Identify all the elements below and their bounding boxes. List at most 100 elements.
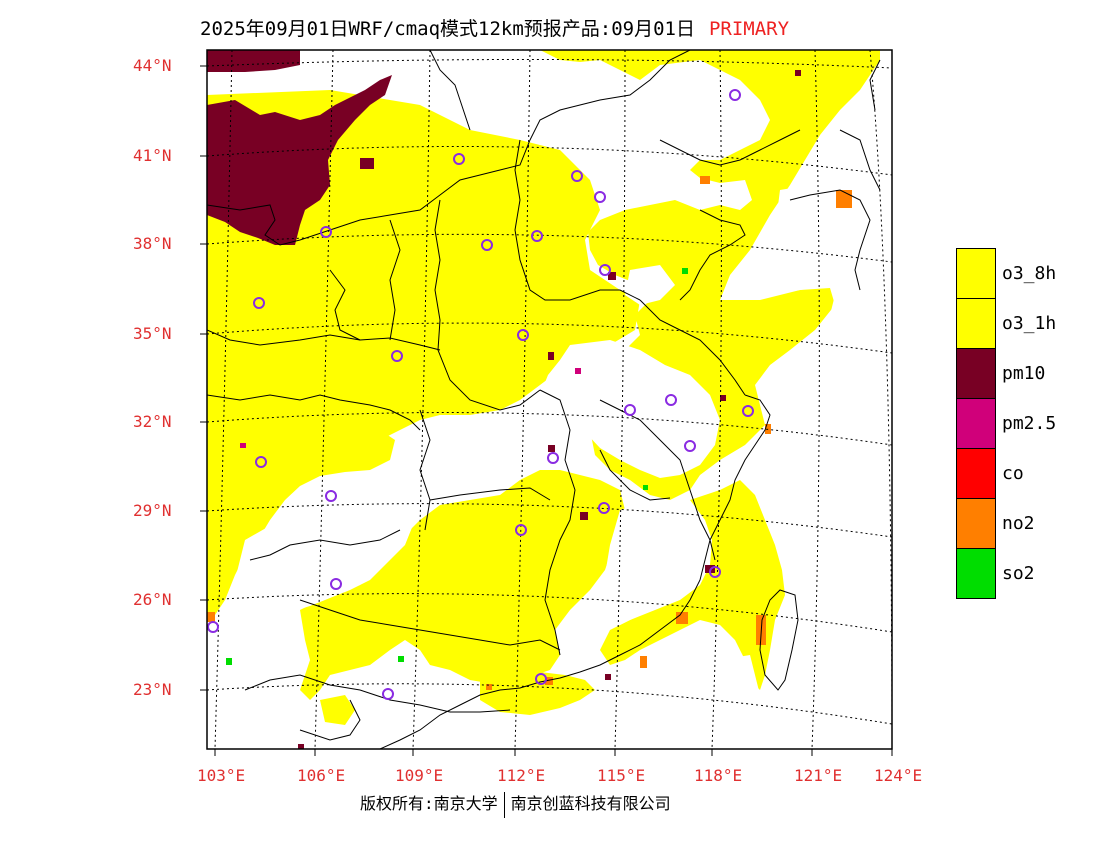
- legend-label: no2: [1002, 513, 1035, 534]
- lat-label-23n: 23°N: [133, 680, 172, 699]
- station-marker: [481, 239, 493, 251]
- o3-region-west-central: [207, 90, 640, 620]
- station-marker: [742, 405, 754, 417]
- clean-area-central: [540, 340, 720, 478]
- copyright-left: 版权所有:南京大学: [360, 794, 498, 813]
- clean-area-north-hill: [625, 265, 675, 305]
- station-marker: [253, 297, 265, 309]
- station-marker: [665, 394, 677, 406]
- pm10-region-top: [207, 50, 300, 72]
- station-marker: [709, 566, 721, 578]
- station-marker: [325, 490, 337, 502]
- province-boundaries: [207, 50, 881, 749]
- station-marker: [684, 440, 696, 452]
- lat-label-41n: 41°N: [133, 146, 172, 165]
- o3-region-south-central: [300, 470, 625, 700]
- lat-label-26n: 26°N: [133, 590, 172, 609]
- pm10-cell: [605, 674, 611, 680]
- pm10-cell: [548, 352, 554, 360]
- pm10-cell: [720, 395, 726, 401]
- lat-label-44n: 44°N: [133, 56, 172, 75]
- legend-label: so2: [1002, 563, 1035, 584]
- clean-area-northeast: [760, 175, 892, 749]
- no2-cell: [836, 190, 852, 208]
- legend-label: pm10: [1002, 363, 1046, 384]
- legend-label: co: [1002, 463, 1024, 484]
- legend-label: pm2.5: [1002, 413, 1057, 434]
- pm10-region-northwest: [207, 75, 392, 245]
- lon-label-118e: 118°E: [694, 766, 743, 785]
- map-title: 2025年09月01日WRF/cmaq模式12km预报产品:09月01日 PRIM…: [200, 14, 789, 41]
- longitude-ticks: [214, 749, 893, 756]
- no2-cell: [486, 684, 492, 690]
- legend-swatch: [956, 348, 996, 399]
- lon-label-124e: 124°E: [874, 766, 923, 785]
- station-marker: [207, 621, 219, 633]
- map-frame: [206, 49, 893, 750]
- station-marker: [255, 456, 267, 468]
- station-marker: [594, 191, 606, 203]
- lon-label-109e: 109°E: [395, 766, 444, 785]
- so2-cell: [398, 656, 404, 662]
- station-marker: [382, 688, 394, 700]
- pm25-cell: [575, 368, 581, 374]
- o3-region-south-coast: [480, 670, 595, 715]
- pm10-cell-small: [360, 158, 374, 169]
- station-marker: [330, 578, 342, 590]
- station-marker: [624, 404, 636, 416]
- clean-area-hainan-sea: [360, 680, 480, 740]
- so2-cell: [682, 268, 688, 274]
- station-marker: [598, 502, 610, 514]
- station-marker: [453, 153, 465, 165]
- lat-label-29n: 29°N: [133, 501, 172, 520]
- pm10-cell: [795, 70, 801, 76]
- lat-label-38n: 38°N: [133, 234, 172, 253]
- pm10-cell: [580, 512, 588, 520]
- lon-label-106e: 106°E: [297, 766, 346, 785]
- copyright-right: 南京创蓝科技有限公司: [510, 794, 671, 813]
- pm10-cell: [298, 744, 304, 749]
- o3-region-far-south: [320, 695, 355, 725]
- lon-label-112e: 112°E: [497, 766, 546, 785]
- map-area: [207, 50, 892, 749]
- lat-label-35n: 35°N: [133, 324, 172, 343]
- clean-area-southwest-bottom: [207, 628, 305, 730]
- legend-swatch: [956, 548, 996, 599]
- latitude-ticks: [200, 65, 207, 691]
- pm10-cell: [548, 445, 555, 452]
- clean-area-southeast: [600, 500, 705, 630]
- no2-cell: [676, 612, 688, 624]
- station-marker: [599, 264, 611, 276]
- legend-swatch: [956, 398, 996, 449]
- station-marker: [517, 329, 529, 341]
- title-primary-tag: PRIMARY: [708, 18, 790, 40]
- station-marker: [515, 524, 527, 536]
- lon-label-121e: 121°E: [794, 766, 843, 785]
- legend-swatch: [956, 298, 996, 349]
- no2-cell: [700, 176, 710, 184]
- station-marker: [535, 673, 547, 685]
- pm25-cell: [240, 443, 246, 448]
- so2-cell: [643, 485, 648, 490]
- pm10-cell: [608, 272, 616, 280]
- legend-label: o3_1h: [1002, 313, 1057, 334]
- station-markers: [207, 89, 754, 700]
- o3-region-southwest-patch: [207, 430, 395, 620]
- station-marker: [729, 89, 741, 101]
- station-marker: [391, 350, 403, 362]
- lon-label-115e: 115°E: [597, 766, 646, 785]
- legend-swatch: [956, 248, 996, 299]
- so2-cell: [226, 658, 232, 665]
- station-marker: [547, 452, 559, 464]
- no2-cell: [207, 612, 215, 622]
- copyright-divider: [503, 791, 505, 818]
- legend-swatch: [956, 448, 996, 499]
- legend-swatch: [956, 498, 996, 549]
- station-marker: [571, 170, 583, 182]
- lat-label-32n: 32°N: [133, 412, 172, 431]
- no2-cell: [545, 677, 553, 685]
- no2-cell: [640, 656, 647, 668]
- copyright-notice: 版权所有:南京大学 南京创蓝科技有限公司: [360, 790, 671, 818]
- clean-area-sea-bottom: [560, 655, 790, 749]
